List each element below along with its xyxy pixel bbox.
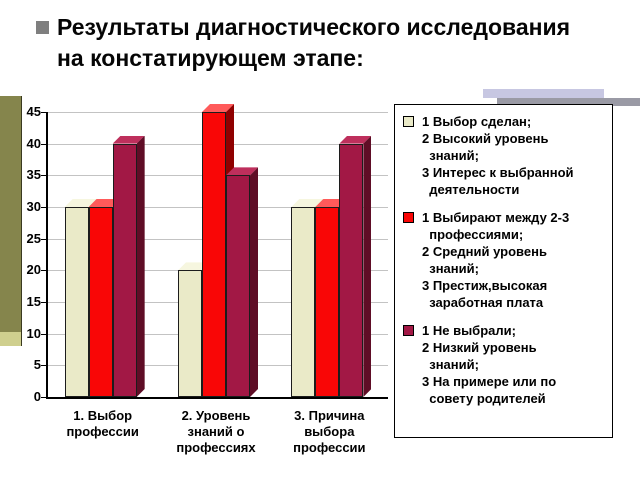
bar-front-face [226,175,250,397]
y-axis-tick-mark [41,397,46,398]
bar-top-face [202,104,234,112]
y-axis-tick-mark [41,333,46,335]
legend-swatch-series3 [403,325,414,336]
y-axis-tick-mark [41,175,46,177]
y-axis-tick-label: 25 [26,230,41,246]
legend-swatch-series2 [403,212,414,223]
slide-title: Результаты диагностического исследования… [57,14,571,71]
y-axis-tick-label: 5 [33,357,41,373]
bar-top-face [88,199,121,207]
bar-front-face [112,143,137,397]
legend-entry-2: 1 Выбирают между 2-3 профессиями; 2 Сред… [403,209,607,311]
chart-legend: 1 Выбор сделан; 2 Высокий уровень знаний… [394,104,613,438]
bar-chart: 0 5 10 15 20 25 30 35 40 45 1. Выбор профессии 2. У… [22,104,392,469]
deco-bar-lavender [483,89,604,98]
left-accent-bar-tip [0,332,22,346]
y-axis-tick-mark [41,270,46,272]
x-axis-category-label: 1. Выбор профессии [66,408,139,439]
bar-series3-category3 [339,135,372,397]
deco-bar-gray [497,98,640,106]
y-axis-tick-label: 10 [26,325,41,341]
bar-side-face [137,136,145,397]
bar-series3-category2 [226,167,258,397]
x-axis-category-label: 2. Уровень знаний о профессиях [176,408,256,455]
legend-label-series2: 1 Выбирают между 2-3 профессиями; 2 Сред… [422,210,570,310]
y-axis-tick-mark [41,143,46,145]
bar-side-face [250,167,258,397]
y-axis-tick-label: 40 [26,135,41,151]
y-axis-tick-label: 30 [26,199,41,214]
bar-side-face [363,136,371,397]
bar-front-face [88,207,113,397]
bar-top-face [178,262,210,271]
bar-top-face [339,135,372,144]
bar-front-face [202,112,226,397]
y-axis-tick-mark [41,112,46,113]
left-accent-bar [0,96,22,332]
legend-label-series3: 1 Не выбрали; 2 Низкий уровень знаний; 3… [422,323,557,406]
bar-top-face [64,199,97,207]
y-axis-tick-mark [41,207,46,208]
y-axis-tick-label: 35 [26,167,41,183]
legend-label-series1: 1 Выбор сделан; 2 Высокий уровень знаний… [422,114,574,197]
y-axis-tick-label: 20 [26,262,41,278]
bar-top-face [291,199,324,207]
y-axis-tick-mark [41,365,46,367]
y-axis-tick-label: 45 [26,104,41,119]
bar-front-face [64,207,89,397]
y-axis-tick-mark [41,238,46,240]
bar-front-face [178,270,202,397]
y-axis-tick-label: 15 [26,294,41,309]
y-axis-tick-label: 0 [33,389,41,404]
x-axis-category-label: 3. Причина выбора профессии [293,408,366,455]
legend-entry-3: 1 Не выбрали; 2 Низкий уровень знаний; 3… [403,322,607,407]
bar-series3-category1 [112,135,145,397]
chart-plot-area [46,104,388,399]
title-bullet-icon [36,21,49,34]
bar-top-face [112,135,145,144]
legend-entry-1: 1 Выбор сделан; 2 Высокий уровень знаний… [403,113,607,198]
y-axis-tick-mark [41,302,46,303]
bar-front-face [291,207,316,397]
bar-top-face [226,167,258,176]
bar-front-face [315,207,340,397]
bar-top-face [315,199,348,207]
legend-swatch-series1 [403,116,414,127]
bar-front-face [339,143,364,397]
